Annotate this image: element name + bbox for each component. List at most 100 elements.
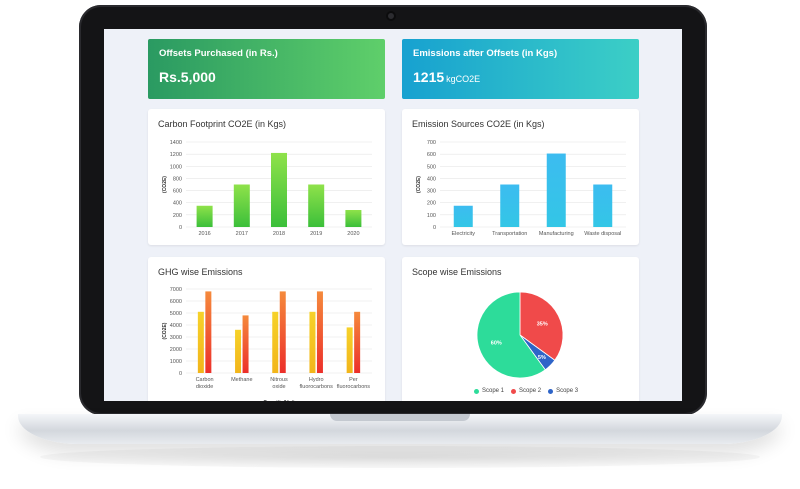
y-tick-label: 7000 bbox=[170, 287, 182, 293]
x-tick-label: Transportation bbox=[492, 231, 527, 237]
x-tick-label: fluorocarbons bbox=[337, 384, 371, 390]
y-tick-label: 300 bbox=[427, 189, 436, 195]
y-tick-label: 1200 bbox=[170, 152, 182, 158]
legend-label: Scope 3 bbox=[556, 388, 579, 394]
bar bbox=[593, 184, 613, 227]
offsets-purchased-card: Offsets Purchased (in Rs.) Rs.5,000 bbox=[148, 39, 385, 99]
y-tick-label: 0 bbox=[179, 371, 182, 377]
bar bbox=[345, 210, 362, 227]
bar bbox=[197, 311, 204, 373]
x-tick-label: 2017 bbox=[236, 231, 248, 237]
bar bbox=[205, 291, 212, 373]
emissions-after-offsets-value-row: 1215 kgCO2E bbox=[413, 69, 628, 85]
y-tick-label: 600 bbox=[427, 152, 436, 158]
x-tick-label: dioxide bbox=[196, 384, 213, 390]
y-tick-label: 100 bbox=[427, 213, 436, 219]
ghg-emissions-chart: 0 1000 2000 3000 4000 5000 6000 7000 (CO2E) Carbo… bbox=[162, 287, 372, 401]
carbon-footprint-card: Carbon Footprint CO2E (in Kgs) 0 200 400 60… bbox=[148, 109, 385, 245]
laptop-base-notch bbox=[330, 414, 470, 421]
x-tick-label: Methane bbox=[231, 377, 252, 383]
scope-emissions-card: Scope wise Emissions 35% 5% 60% Scope 1 Sco… bbox=[402, 257, 639, 401]
legend-dot-icon bbox=[511, 388, 517, 394]
y-tick-label: 4000 bbox=[170, 323, 182, 329]
legend-item[interactable]: Scope 1 bbox=[474, 388, 504, 394]
bar bbox=[196, 205, 213, 227]
bar bbox=[235, 329, 242, 373]
pie-slice bbox=[519, 291, 564, 361]
bar bbox=[242, 315, 249, 373]
x-tick-label: Waste disposal bbox=[584, 231, 621, 237]
legend-dot-icon bbox=[474, 388, 479, 394]
y-tick-label: 0 bbox=[179, 225, 182, 231]
pie-slice-label: 60% bbox=[491, 341, 502, 347]
bar bbox=[233, 184, 250, 227]
emission-sources-card: Emission Sources CO2E (in Kgs) 0 100 200 30… bbox=[402, 109, 639, 245]
webcam-icon bbox=[386, 11, 396, 21]
x-tick-label: oxide bbox=[272, 384, 285, 390]
x-tick-label: 2018 bbox=[273, 231, 285, 237]
ghg-emissions-title: GHG wise Emissions bbox=[158, 267, 243, 277]
legend-dot-icon bbox=[548, 388, 554, 394]
y-tick-label: 2000 bbox=[170, 347, 182, 353]
bar bbox=[546, 153, 566, 227]
y-tick-label: 400 bbox=[427, 176, 436, 182]
pie-slice-label: 5% bbox=[538, 355, 546, 361]
bar bbox=[271, 152, 287, 227]
ghg-emissions-card: GHG wise Emissions 0 1000 2000 3000 4000 5000… bbox=[148, 257, 385, 401]
x-tick-label: Carbon bbox=[196, 377, 214, 383]
emissions-after-offsets-title: Emissions after Offsets (in Kgs) bbox=[413, 48, 558, 59]
y-tick-label: 1400 bbox=[170, 140, 182, 146]
y-tick-label: 800 bbox=[173, 176, 182, 182]
y-axis-label: (CO2E) bbox=[416, 176, 422, 193]
scope-legend: Scope 1 Scope 2 Scope 3 bbox=[474, 388, 578, 394]
y-axis-label: (CO2E) bbox=[162, 176, 168, 193]
y-tick-label: 500 bbox=[427, 164, 436, 170]
legend-label: Scope 1 bbox=[482, 388, 505, 394]
bar bbox=[272, 311, 279, 373]
bar bbox=[346, 327, 353, 373]
x-tick-label: Per bbox=[349, 377, 358, 383]
y-tick-label: 200 bbox=[173, 213, 182, 219]
bar bbox=[354, 311, 361, 373]
offsets-purchased-value: Rs.5,000 bbox=[159, 69, 216, 85]
y-tick-label: 1000 bbox=[170, 359, 182, 365]
scope-emissions-title: Scope wise Emissions bbox=[412, 267, 502, 277]
legend-item[interactable]: Scope 2 bbox=[511, 388, 541, 394]
bar bbox=[453, 205, 473, 227]
laptop-shadow bbox=[40, 446, 760, 468]
legend-item[interactable]: Scope 3 bbox=[548, 388, 578, 394]
y-tick-label: 3000 bbox=[170, 335, 182, 341]
emission-sources-title: Emission Sources CO2E (in Kgs) bbox=[412, 119, 545, 129]
bar bbox=[279, 291, 286, 373]
carbon-footprint-title: Carbon Footprint CO2E (in Kgs) bbox=[158, 119, 287, 129]
bar bbox=[309, 311, 316, 373]
x-tick-label: Hydro bbox=[309, 377, 324, 383]
y-tick-label: 400 bbox=[173, 201, 182, 207]
x-axis-label: Quantity/Unit bbox=[263, 400, 295, 401]
x-tick-label: Electricity bbox=[451, 231, 475, 237]
bar bbox=[308, 184, 325, 227]
y-tick-label: 1000 bbox=[170, 164, 182, 170]
emission-sources-chart: 0 100 200 300 400 500 600 700 (CO2E) Electricity T… bbox=[416, 140, 626, 237]
y-tick-label: 0 bbox=[433, 225, 436, 231]
y-tick-label: 600 bbox=[173, 189, 182, 195]
offsets-purchased-title: Offsets Purchased (in Rs.) bbox=[159, 48, 278, 59]
pie-slice-label: 35% bbox=[537, 322, 548, 328]
x-tick-label: Nitrous bbox=[270, 377, 288, 383]
x-tick-label: 2020 bbox=[347, 231, 359, 237]
bar bbox=[500, 184, 520, 227]
emissions-after-offsets-value: 1215 bbox=[413, 69, 445, 85]
bar bbox=[316, 291, 323, 373]
y-tick-label: 5000 bbox=[170, 311, 182, 317]
y-tick-label: 700 bbox=[427, 140, 436, 146]
emissions-unit: kgCO2E bbox=[446, 74, 481, 84]
legend-label: Scope 2 bbox=[519, 388, 542, 394]
emissions-after-offsets-card: Emissions after Offsets (in Kgs) 1215 kgC… bbox=[402, 39, 639, 99]
scope-emissions-chart: 35% 5% 60% bbox=[476, 291, 564, 379]
x-tick-label: Manufacturing bbox=[539, 231, 574, 237]
y-tick-label: 6000 bbox=[170, 299, 182, 305]
carbon-footprint-chart: 0 200 400 600 800 1000 1200 1400 (CO2E) 2016 2017 2… bbox=[162, 140, 372, 237]
dashboard-screen: Offsets Purchased (in Rs.) Rs.5,000 Emis… bbox=[104, 29, 682, 401]
y-axis-label: (CO2E) bbox=[162, 322, 168, 339]
